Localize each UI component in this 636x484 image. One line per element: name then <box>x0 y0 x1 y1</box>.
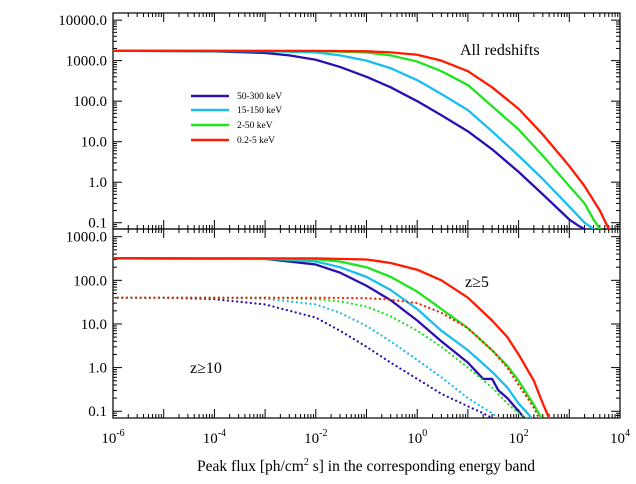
top-ytick-label: 10.0 <box>81 135 107 151</box>
legend-label-3: 0.2-5 keV <box>237 136 275 146</box>
x-axis-label: Peak flux [ph/cm2 s] in the correspondin… <box>197 457 535 475</box>
xtick-label: 10-2 <box>304 428 327 447</box>
xtick-label-exponent: 4 <box>625 428 630 439</box>
top-series-solid-0 <box>113 49 586 229</box>
bottom-series-solid-3 <box>113 257 551 418</box>
bottom-ytick-label: 1000.0 <box>66 230 107 246</box>
top-series-solid-1 <box>113 49 595 229</box>
legend-label-2: 2-50 keV <box>237 121 273 131</box>
xtick-label: 102 <box>509 428 529 447</box>
xtick-label-base: 10 <box>407 431 422 447</box>
top-series-solid-3 <box>113 49 610 229</box>
xtick-label-base: 10 <box>203 431 218 447</box>
xtick-label-base: 10 <box>610 431 625 447</box>
bottom-series-dotted-5 <box>113 296 500 418</box>
bottom-series-dotted-4 <box>113 296 494 418</box>
bottom-ytick-label: 1.0 <box>88 361 107 377</box>
xtick-label: 104 <box>610 428 630 447</box>
bottom-series-solid-2 <box>113 257 543 418</box>
annotation-all-redshifts: All redshifts <box>460 42 540 59</box>
bottom-series-solid-0 <box>113 257 526 418</box>
xtick-label-exponent: -6 <box>116 428 124 439</box>
xtick-label-base: 10 <box>509 431 524 447</box>
xtick-label-exponent: 2 <box>524 428 529 439</box>
top-ytick-label: 100.0 <box>73 94 107 110</box>
xtick-label-exponent: -4 <box>218 428 226 439</box>
bottom-ytick-label: 10.0 <box>81 317 107 333</box>
x-axis-label-superscript: 2 <box>304 457 309 468</box>
bottom-series-dotted-6 <box>113 296 529 418</box>
xtick-label: 10-4 <box>203 428 226 447</box>
top-series-solid-2 <box>113 49 601 229</box>
bottom-series-dotted-7 <box>113 296 540 418</box>
legend-label-0: 50-300 keV <box>237 92 282 102</box>
xtick-label: 10-6 <box>101 428 124 447</box>
xtick-label-base: 10 <box>304 431 319 447</box>
top-ytick-label: 0.1 <box>88 216 107 232</box>
legend-label-1: 15-150 keV <box>237 106 282 116</box>
x-axis-label-part: Peak flux [ph/cm <box>197 458 304 475</box>
top-ytick-label: 1.0 <box>88 175 107 191</box>
top-ytick-label: 1000.0 <box>66 54 107 70</box>
xtick-label-exponent: -2 <box>319 428 327 439</box>
xtick-label-base: 10 <box>101 431 116 447</box>
top-ytick-label: 10000.0 <box>58 13 107 29</box>
annotation-z-ge-10: z≥10 <box>190 360 222 377</box>
xtick-label-exponent: 0 <box>422 428 427 439</box>
x-axis-label-part: s] in the corresponding energy band <box>309 458 535 475</box>
bottom-series-solid-1 <box>113 257 533 418</box>
bottom-ytick-label: 100.0 <box>73 273 107 289</box>
annotation-z-ge-5: z≥5 <box>465 274 489 291</box>
xtick-label: 100 <box>407 428 427 447</box>
bottom-ytick-label: 0.1 <box>88 404 107 420</box>
